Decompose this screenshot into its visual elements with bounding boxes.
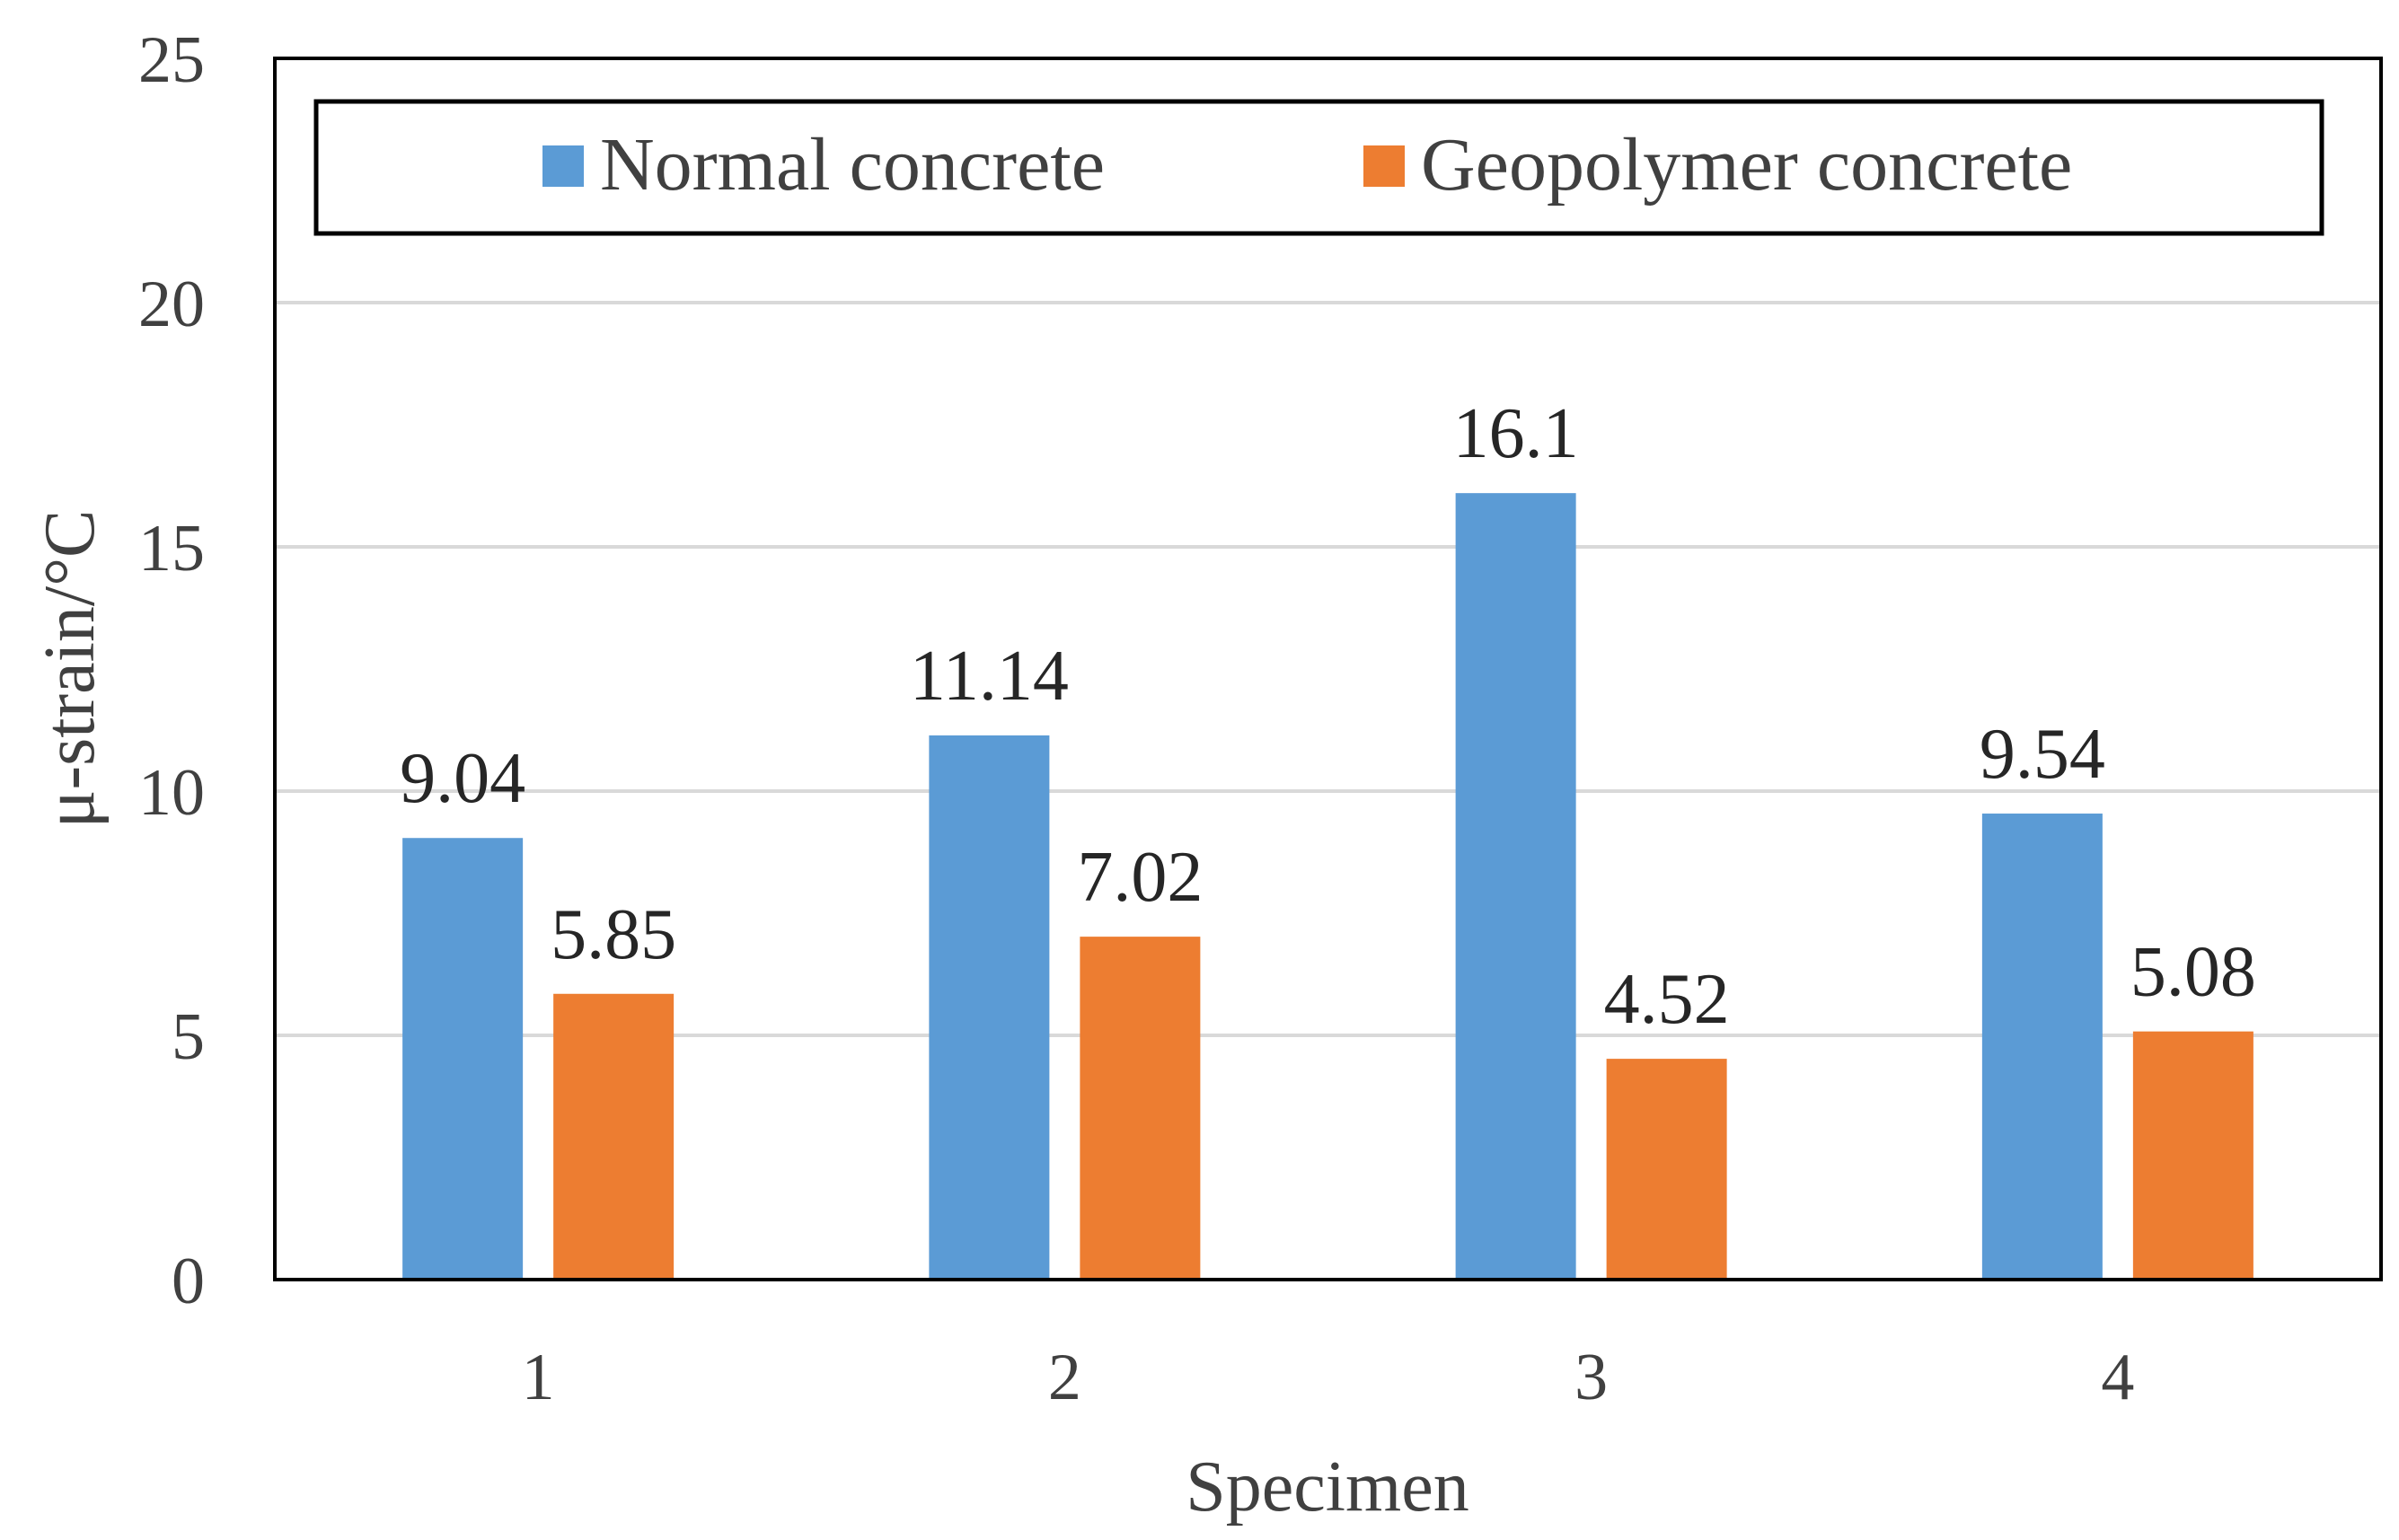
bar-geopolymer-specimen-3 <box>1606 1059 1727 1280</box>
y-tick-label: 20 <box>138 268 205 341</box>
legend: Normal concrete Geopolymer concrete <box>313 99 2324 236</box>
bar-geopolymer-specimen-2 <box>1080 937 1201 1280</box>
y-tick-label: 10 <box>138 756 205 830</box>
x-axis-ticks: 1 2 3 4 <box>522 1341 2135 1414</box>
x-tick-label: 3 <box>1574 1341 1608 1414</box>
bar-normal-specimen-3 <box>1455 493 1576 1280</box>
data-label-geopolymer-specimen-4: 5.08 <box>2130 933 2256 1012</box>
y-tick-label: 15 <box>138 512 205 585</box>
bar-geopolymer-specimen-4 <box>2132 1031 2253 1280</box>
legend-label-geopolymer-concrete: Geopolymer concrete <box>1421 123 2072 207</box>
x-tick-label: 2 <box>1048 1341 1081 1414</box>
data-labels: 9.04 5.85 11.14 7.02 16.1 4.52 9.54 5.08 <box>400 394 2256 1039</box>
data-label-normal-specimen-4: 9.54 <box>1980 715 2105 794</box>
bars <box>402 493 2253 1280</box>
legend-swatch-geopolymer-concrete <box>1363 145 1405 187</box>
data-label-normal-specimen-3: 16.1 <box>1453 394 1579 473</box>
data-label-normal-specimen-2: 11.14 <box>910 637 1069 716</box>
data-label-normal-specimen-1: 9.04 <box>400 739 525 818</box>
bar-normal-specimen-2 <box>929 735 1050 1280</box>
plot-frame <box>273 57 2383 1281</box>
x-tick-label: 1 <box>522 1341 555 1414</box>
data-label-geopolymer-specimen-1: 5.85 <box>551 895 676 974</box>
y-axis-label: μ-strain/°C <box>31 510 110 829</box>
y-tick-label: 25 <box>138 23 205 97</box>
bar-normal-specimen-1 <box>402 838 524 1280</box>
data-label-geopolymer-specimen-2: 7.02 <box>1077 838 1203 917</box>
bar-normal-specimen-4 <box>1981 814 2103 1280</box>
legend-label-normal-concrete: Normal concrete <box>600 123 1105 207</box>
legend-box <box>313 99 2324 236</box>
bar-geopolymer-specimen-1 <box>553 993 675 1280</box>
legend-swatch-normal-concrete <box>542 145 584 187</box>
x-tick-label: 4 <box>2101 1341 2134 1414</box>
y-axis-ticks: 0 5 10 15 20 25 <box>138 23 205 1318</box>
data-label-geopolymer-specimen-3: 4.52 <box>1604 960 1730 1039</box>
y-tick-label: 0 <box>172 1245 205 1318</box>
x-axis-label: Specimen <box>1186 1448 1469 1527</box>
y-tick-label: 5 <box>172 1000 205 1074</box>
